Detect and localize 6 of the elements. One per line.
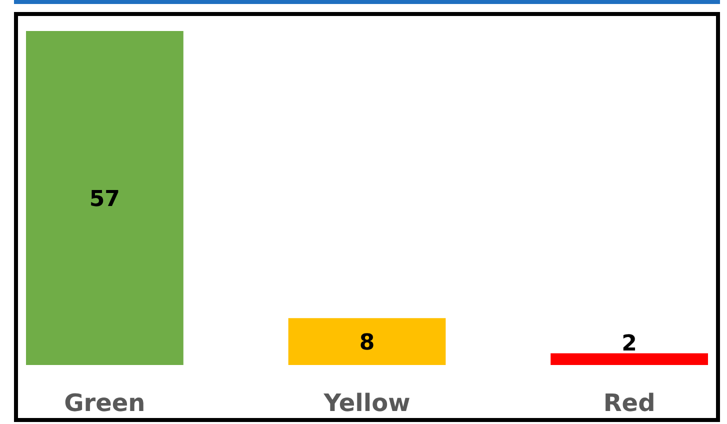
data-label: 57 [89, 187, 120, 212]
data-label: 2 [622, 331, 637, 356]
x-tick-label: Yellow [322, 389, 410, 417]
x-tick-label: Red [603, 389, 656, 417]
x-tick-label: Green [64, 389, 146, 417]
data-label: 8 [359, 330, 375, 356]
